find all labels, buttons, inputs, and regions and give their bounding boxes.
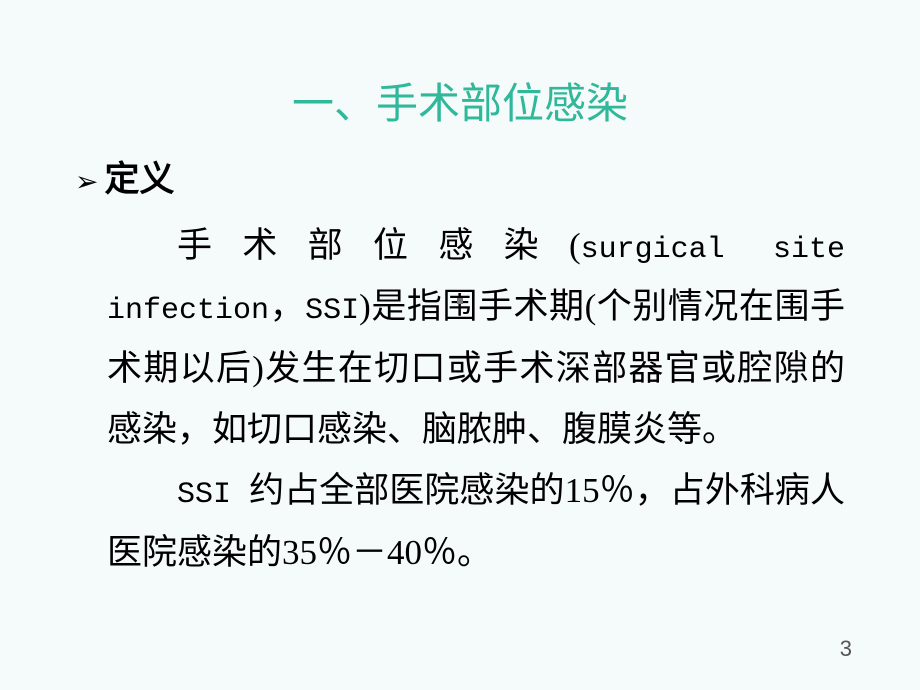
chevron-right-icon: ➢	[75, 159, 98, 207]
paragraph-2: SSI 约占全部医院感染的15％，占外科病人医院感染的35％－40％。	[107, 460, 845, 583]
bullet-definition: ➢ 定义	[75, 151, 845, 207]
center-marker-icon	[457, 298, 463, 304]
page-number: 3	[840, 636, 852, 662]
para1-prefix: 手术部位感染(	[177, 226, 581, 265]
slide-container: 一、手术部位感染 ➢ 定义 手术部位感染(surgical site infec…	[0, 0, 920, 690]
bullet-label: 定义	[104, 151, 174, 202]
para1-mid: ，	[269, 287, 305, 326]
paragraph-1: 手术部位感染(surgical site infection，SSI)是指围手术…	[107, 215, 845, 461]
body-text: 手术部位感染(surgical site infection，SSI)是指围手术…	[75, 215, 845, 583]
para1-ascii2: SSI	[305, 294, 359, 328]
slide-title: 一、手术部位感染	[75, 70, 845, 131]
para2-ascii: SSI	[177, 478, 249, 512]
